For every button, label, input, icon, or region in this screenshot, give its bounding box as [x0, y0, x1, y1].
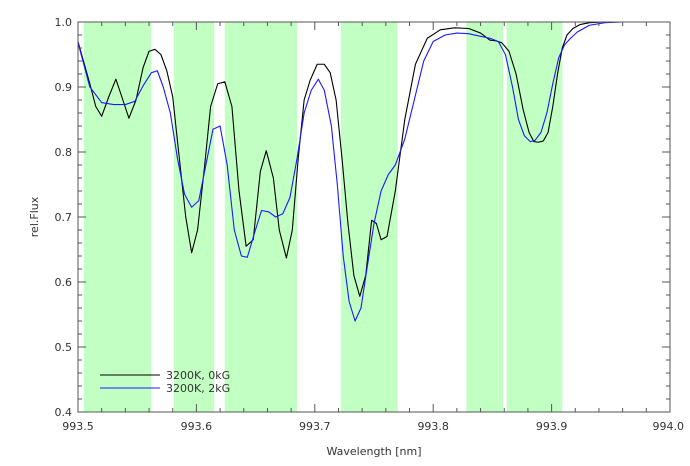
shaded-region-0 [83, 22, 152, 412]
x-tick-label: 993.9 [536, 420, 568, 433]
shaded-region-3 [340, 22, 398, 412]
y-tick-label: 0.9 [55, 81, 73, 94]
y-tick-label: 0.8 [55, 146, 73, 159]
shaded-region-2 [224, 22, 298, 412]
legend-label-0: 3200K, 0kG [166, 369, 230, 382]
shaded-region-5 [506, 22, 563, 412]
y-tick-label: 0.7 [55, 211, 73, 224]
shaded-regions [83, 22, 563, 412]
shaded-region-4 [466, 22, 504, 412]
series-line-1 [78, 22, 670, 322]
legend-label-1: 3200K, 2kG [166, 382, 230, 395]
series-line-0 [78, 22, 670, 297]
axis-ticks: 993.5 993.6 993.7 993.8 993.9 994.0 0.4 0.5 0.6 0… [55, 16, 685, 433]
y-tick-label: 0.5 [55, 341, 73, 354]
series-lines [78, 22, 670, 322]
shaded-region-1 [173, 22, 215, 412]
x-tick-label: 993.6 [181, 420, 213, 433]
x-tick-label: 993.8 [417, 420, 449, 433]
x-axis-title: Wavelength [nm] [326, 445, 421, 458]
x-tick-label: 993.7 [299, 420, 331, 433]
x-tick-label: 993.5 [62, 420, 94, 433]
y-tick-label: 0.4 [55, 406, 73, 419]
y-axis-title: rel.Flux [28, 196, 41, 237]
x-tick-label: 994.0 [653, 420, 685, 433]
y-tick-label: 0.6 [55, 276, 73, 289]
y-tick-label: 1.0 [55, 16, 73, 29]
